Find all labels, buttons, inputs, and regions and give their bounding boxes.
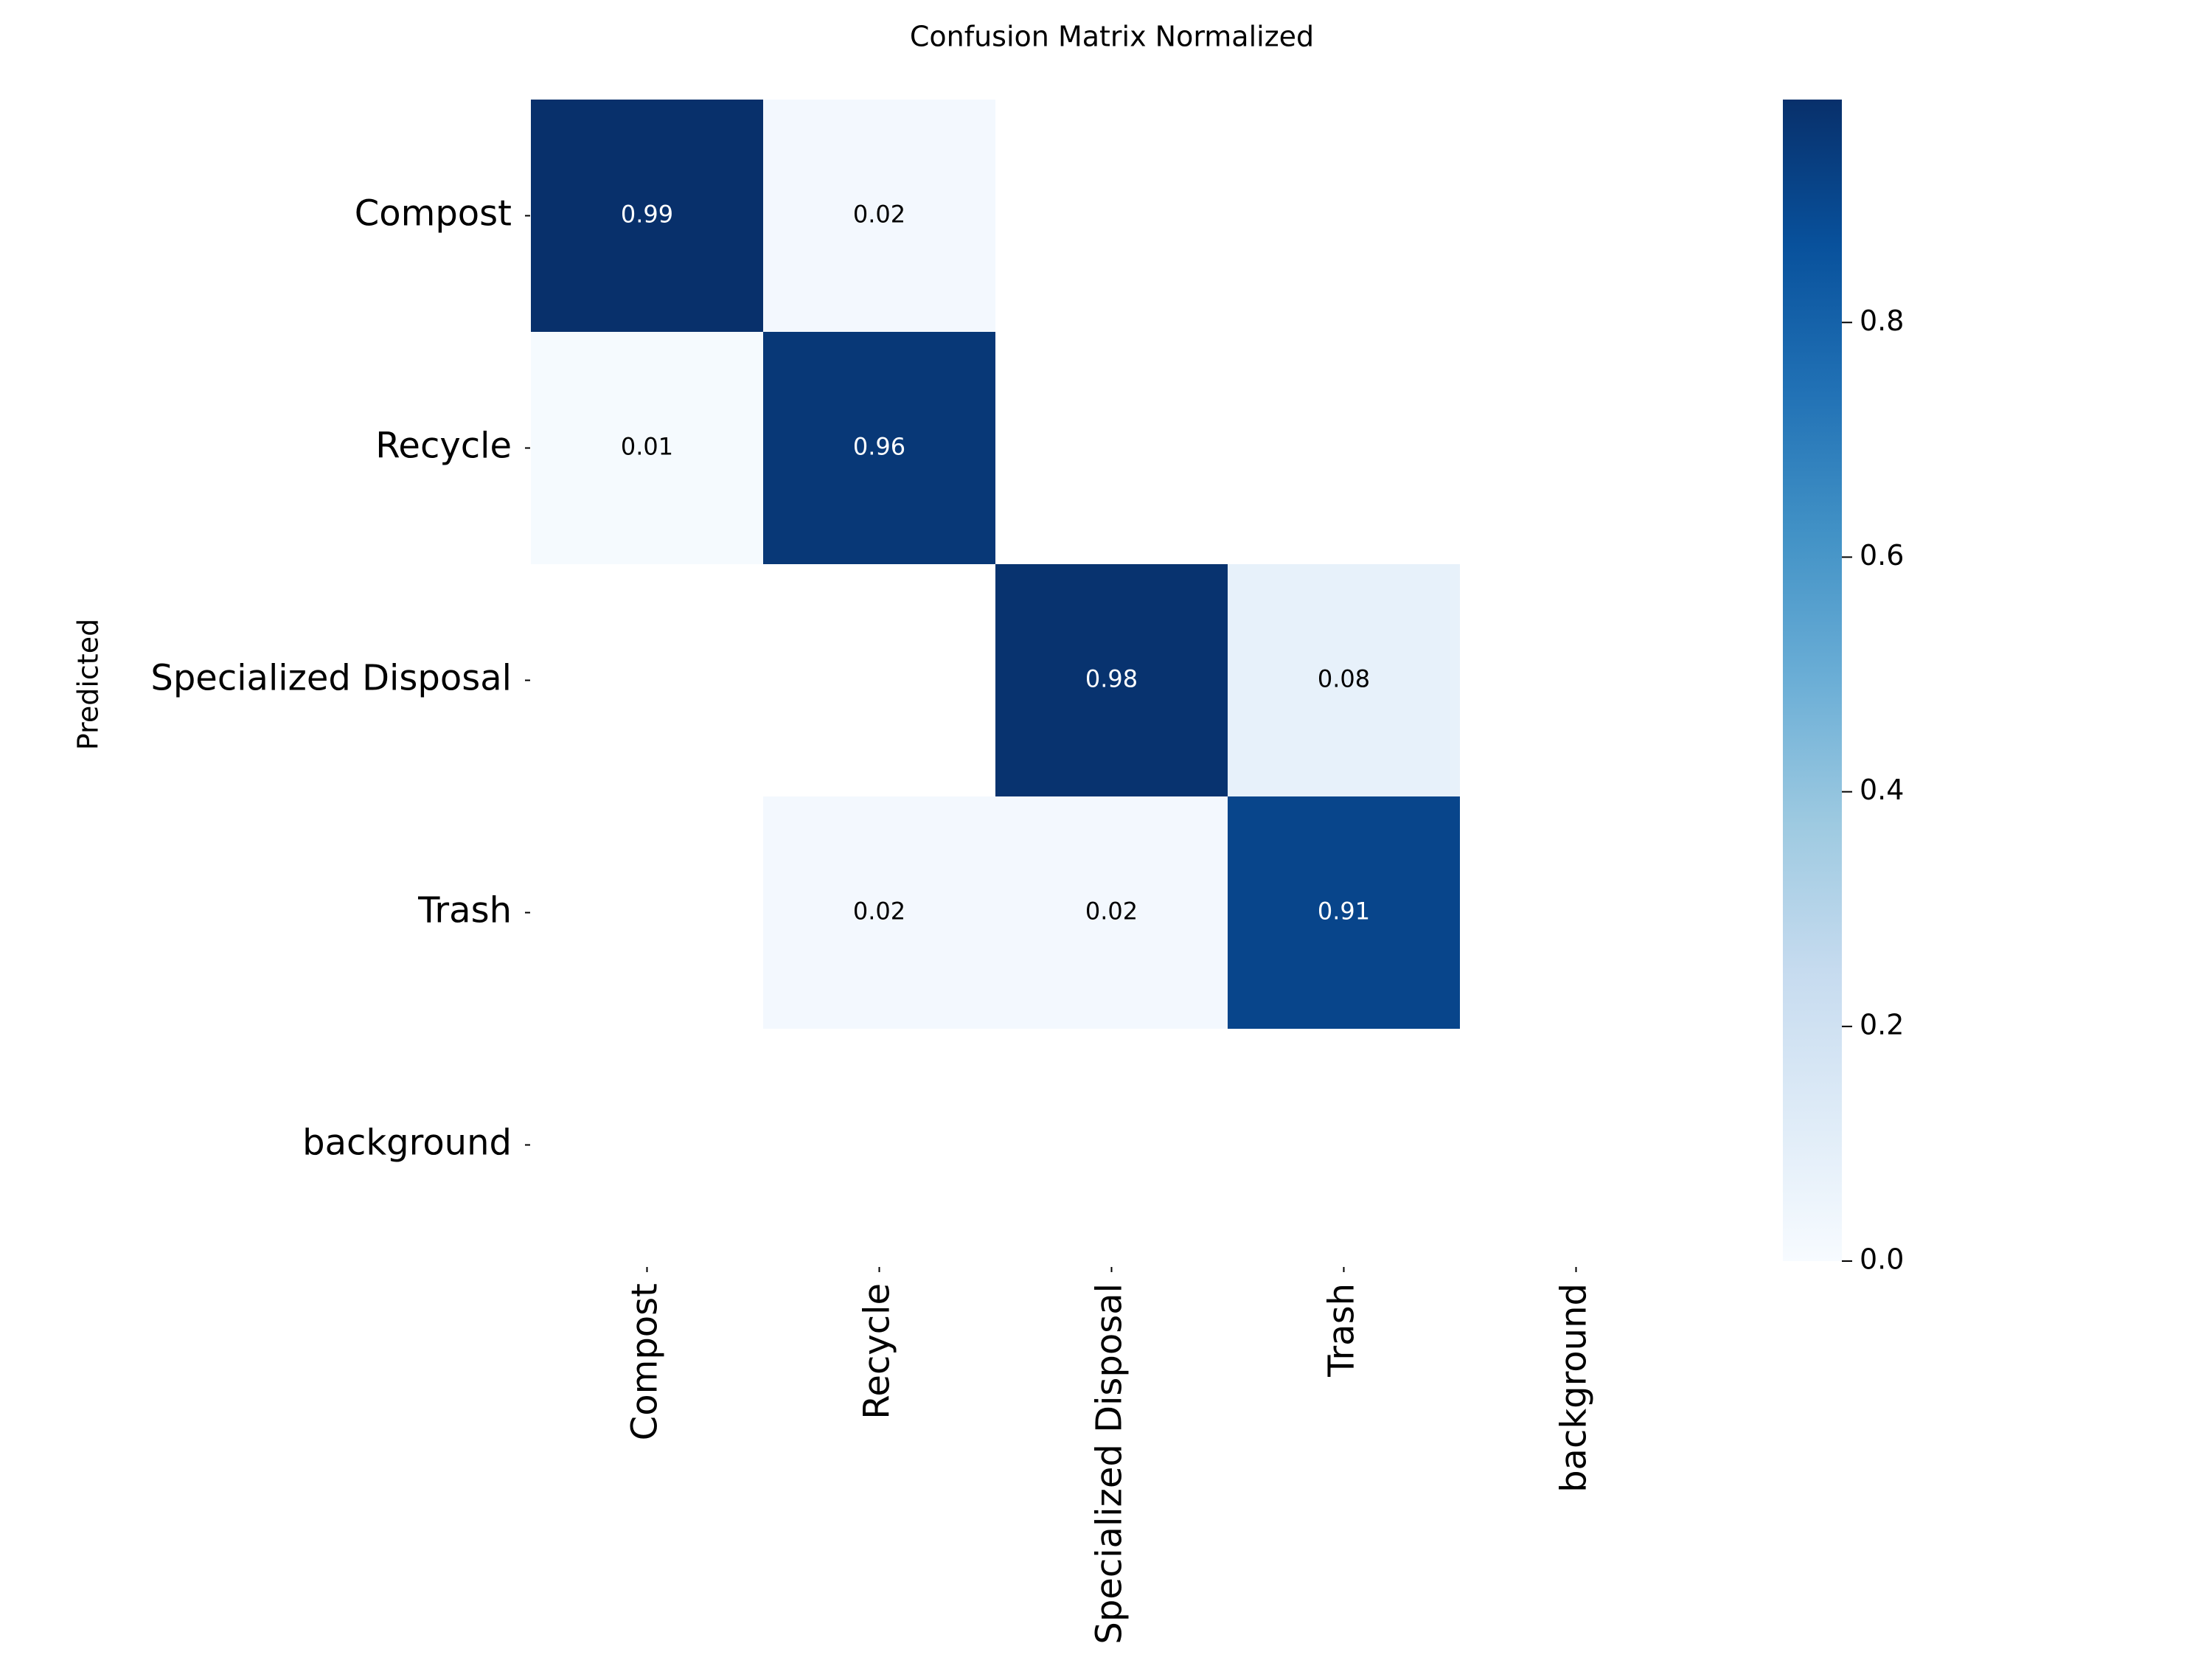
cell-value-label: 0.02 bbox=[1085, 898, 1138, 926]
y-tick-label: Trash bbox=[417, 890, 512, 931]
colorbar-ticks: 0.0 0.2 0.4 0.6 0.8 bbox=[1842, 305, 1904, 1276]
cell-value-label: 0.02 bbox=[853, 898, 905, 926]
x-tick-label: Specialized Disposal bbox=[1089, 1283, 1130, 1645]
colorbar-tick-label: 0.0 bbox=[1860, 1243, 1904, 1276]
y-tick-label: Compost bbox=[355, 193, 512, 235]
heatmap-cell bbox=[531, 332, 763, 564]
colorbar bbox=[1783, 100, 1842, 1261]
chart-title: Confusion Matrix Normalized bbox=[910, 21, 1314, 53]
colorbar-tick-label: 0.6 bbox=[1860, 539, 1904, 572]
x-tick-label: Recycle bbox=[857, 1283, 898, 1420]
x-tick-label: background bbox=[1554, 1283, 1595, 1493]
x-axis-ticks: Compost Recycle Specialized Disposal Trash b… bbox=[625, 1267, 1595, 1645]
colorbar-tick-label: 0.4 bbox=[1860, 774, 1904, 806]
cell-value-label: 0.02 bbox=[853, 201, 905, 229]
colorbar-tick-label: 0.8 bbox=[1860, 305, 1904, 337]
y-tick-label: background bbox=[302, 1122, 512, 1164]
cell-value-label: 0.98 bbox=[1085, 665, 1138, 693]
heatmap-cell-labels: 0.99 0.02 0.01 0.96 0.98 0.08 0.02 0.02 0.91 bbox=[621, 201, 1370, 926]
y-tick-label: Recycle bbox=[375, 426, 512, 467]
y-axis-ticks: Compost Recycle Specialized Disposal Trash b… bbox=[150, 193, 530, 1164]
cell-value-label: 0.96 bbox=[853, 433, 905, 461]
cell-value-label: 0.99 bbox=[621, 201, 673, 229]
heatmap-cell bbox=[1228, 564, 1460, 796]
y-axis-label: Predicted bbox=[72, 619, 105, 750]
colorbar-tick-label: 0.2 bbox=[1860, 1008, 1904, 1041]
x-tick-label: Compost bbox=[625, 1283, 666, 1440]
heatmap-cell bbox=[995, 796, 1228, 1029]
heatmap-cell bbox=[763, 796, 995, 1029]
heatmap-cell bbox=[995, 564, 1228, 796]
cell-value-label: 0.91 bbox=[1318, 898, 1370, 926]
cell-value-label: 0.08 bbox=[1318, 665, 1370, 693]
heatmap-cell bbox=[763, 332, 995, 564]
y-tick-label: Specialized Disposal bbox=[150, 658, 512, 699]
heatmap-cell bbox=[763, 100, 995, 332]
cell-value-label: 0.01 bbox=[621, 433, 673, 461]
heatmap-cell bbox=[1228, 796, 1460, 1029]
heatmap-cells bbox=[531, 100, 1460, 1029]
x-tick-label: Trash bbox=[1321, 1283, 1363, 1378]
heatmap-cell bbox=[531, 100, 763, 332]
